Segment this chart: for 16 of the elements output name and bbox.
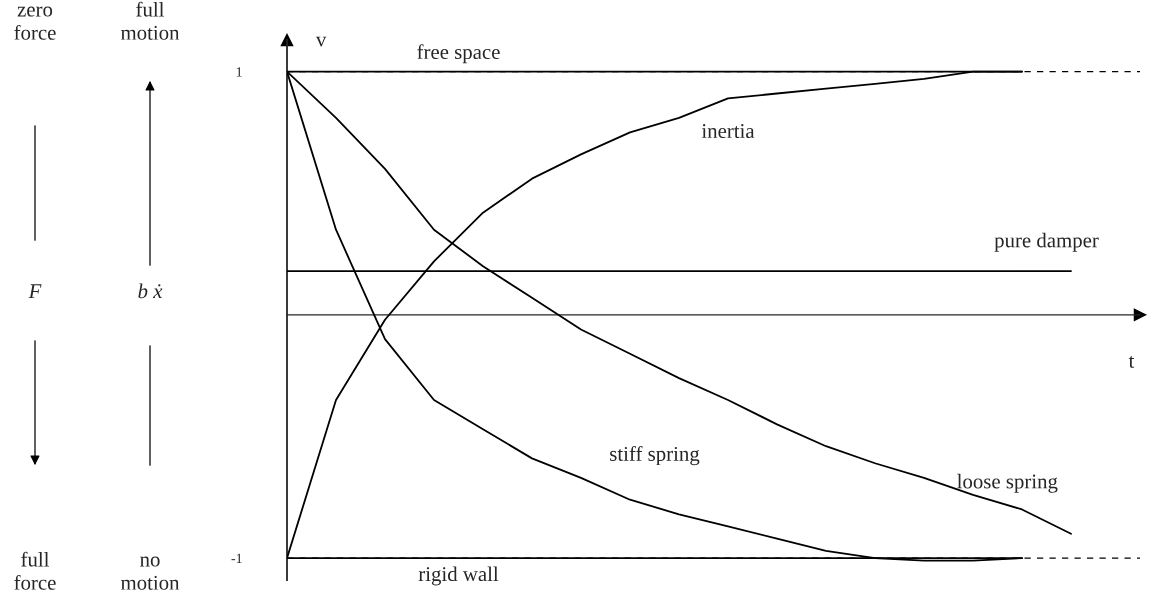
series-label: inertia: [701, 124, 755, 139]
text: no motion: [120, 556, 180, 590]
series-label: free space: [417, 44, 500, 64]
series-label: pure damper: [994, 232, 1099, 252]
x-axis-title: t: [1128, 355, 1135, 368]
y-tick-label: -1: [231, 553, 242, 563]
text: full motion: [120, 1, 180, 40]
y-tick-label: 1: [236, 67, 242, 77]
series-label: loose spring: [957, 473, 1058, 493]
text: b ẋ: [138, 283, 163, 299]
text: zero force: [14, 6, 56, 40]
y-axis-title: v: [315, 36, 327, 47]
text: F: [28, 284, 42, 299]
series-label: stiff spring: [610, 446, 700, 466]
text: full force: [14, 551, 56, 590]
series-label: rigid wall: [418, 566, 499, 586]
